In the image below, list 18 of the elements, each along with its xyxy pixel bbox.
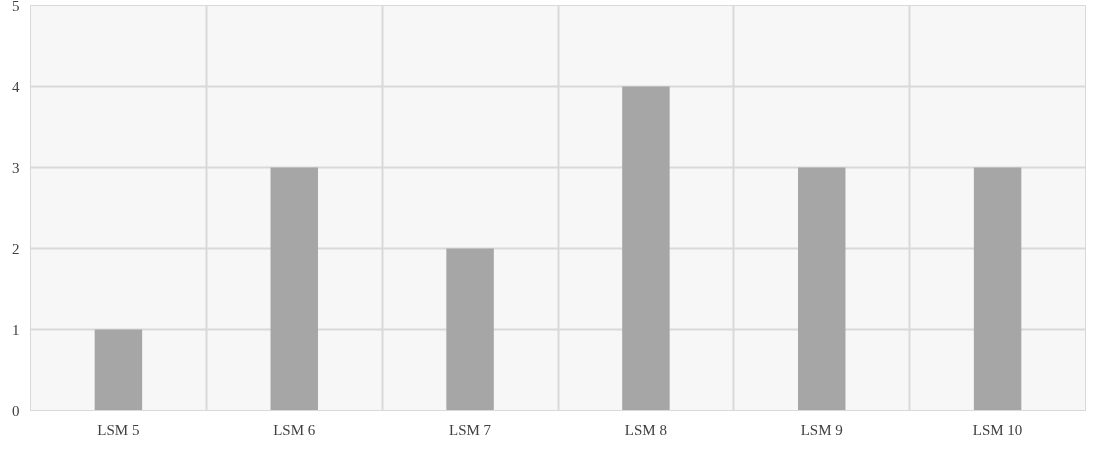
bar (94, 329, 143, 411)
bar (270, 167, 318, 411)
x-tick-label: LSM 8 (624, 421, 667, 438)
y-tick-label: 5 (12, 0, 20, 14)
y-tick-label: 4 (12, 78, 20, 95)
bar (973, 167, 1022, 411)
x-tick-label: LSM 9 (800, 421, 843, 438)
y-tick-label: 2 (12, 240, 20, 257)
y-tick-label: 3 (12, 159, 20, 176)
bar (622, 86, 670, 411)
bar (446, 248, 494, 411)
x-tick-label: LSM 5 (97, 421, 140, 438)
bar (798, 167, 846, 411)
x-tick-label: LSM 10 (972, 421, 1023, 438)
x-tick-label: LSM 6 (273, 421, 316, 438)
y-tick-label: 1 (12, 321, 20, 338)
x-tick-label: LSM 7 (449, 421, 492, 438)
y-tick-label: 0 (12, 402, 20, 419)
